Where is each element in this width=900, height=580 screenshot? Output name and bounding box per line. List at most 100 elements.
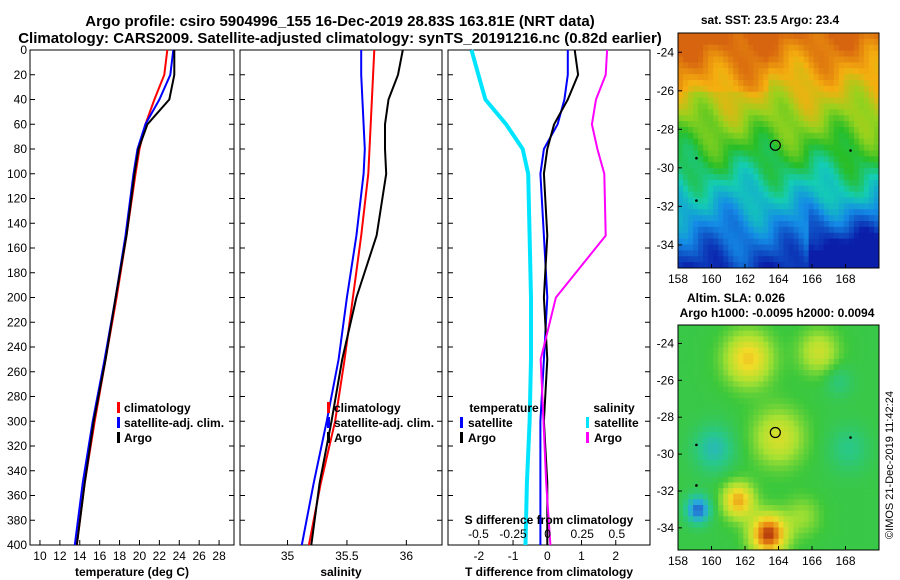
map-cell xyxy=(723,471,729,478)
map-cell xyxy=(823,179,830,187)
map-cell xyxy=(723,476,729,483)
map-cell xyxy=(703,144,709,151)
map-cell xyxy=(848,56,855,63)
map-cell xyxy=(683,179,689,187)
map-cell xyxy=(843,244,850,251)
map-cell xyxy=(778,144,784,151)
map-cell xyxy=(753,409,759,416)
map-cell xyxy=(683,488,689,495)
map-cell xyxy=(758,426,764,433)
legend-swatch xyxy=(460,432,463,443)
map-cell xyxy=(758,209,764,216)
map-cell xyxy=(793,150,800,157)
map-cell xyxy=(793,510,800,517)
map-cell xyxy=(753,330,759,337)
map-cell xyxy=(733,179,739,187)
map-cell xyxy=(743,244,749,251)
map-cell xyxy=(818,203,825,210)
map-cell xyxy=(843,493,850,500)
map-cell xyxy=(803,325,810,332)
map-cell xyxy=(758,375,764,382)
s-tick-label: -0.5 xyxy=(468,527,489,541)
map-cell xyxy=(678,381,684,388)
map-cell xyxy=(803,336,810,343)
map-cell xyxy=(808,341,815,348)
map-cell xyxy=(763,44,769,52)
map-cell xyxy=(773,174,779,181)
map-cell xyxy=(723,121,729,128)
map-cell xyxy=(873,454,880,461)
map-cell xyxy=(678,476,684,483)
map-cell xyxy=(823,381,830,388)
map-cell xyxy=(823,471,830,478)
map-cell xyxy=(833,109,840,116)
map-cell xyxy=(728,358,734,365)
map-cell xyxy=(873,341,880,348)
map-cell xyxy=(743,138,749,146)
map-cell xyxy=(748,85,754,93)
map-cell xyxy=(818,375,825,382)
map-cell xyxy=(788,398,794,405)
map-cell xyxy=(798,403,805,410)
map-cell xyxy=(723,109,729,116)
map-cell xyxy=(808,250,815,257)
map-cell xyxy=(803,381,810,388)
map-cell xyxy=(868,215,875,222)
map-cell xyxy=(803,358,810,365)
map-cell xyxy=(843,226,850,234)
map-cell xyxy=(843,80,850,87)
map-cell xyxy=(803,150,810,157)
map-cell xyxy=(843,488,850,495)
map-cell xyxy=(718,538,724,545)
map-cell xyxy=(828,150,835,157)
map-cell xyxy=(678,482,684,489)
map-cell xyxy=(763,156,769,163)
map-cell xyxy=(748,80,754,87)
map-cell xyxy=(783,521,789,528)
map-cell xyxy=(763,74,769,81)
map-cell xyxy=(753,256,759,263)
map-cell xyxy=(868,103,875,110)
map-cell xyxy=(778,221,784,228)
map-cell xyxy=(728,250,734,257)
map-cell xyxy=(788,203,794,210)
map-cell xyxy=(813,185,820,193)
map-cell xyxy=(803,115,810,122)
map-cell xyxy=(733,341,739,348)
map-cell xyxy=(813,443,820,450)
map-cell xyxy=(738,226,744,234)
map-cell xyxy=(828,156,835,163)
map-cell xyxy=(828,330,835,337)
map-cell xyxy=(733,38,739,46)
map-cell xyxy=(773,521,779,528)
map-cell xyxy=(843,544,850,551)
map-cell xyxy=(723,341,729,348)
map-cell xyxy=(818,209,825,216)
map-cell xyxy=(723,250,729,257)
map-cell xyxy=(843,262,850,269)
legend-swatch xyxy=(327,402,330,413)
map-cell xyxy=(738,398,744,405)
map-cell xyxy=(853,191,860,198)
map-cell xyxy=(718,238,724,245)
map-cell xyxy=(808,138,815,146)
map-cell xyxy=(863,488,870,495)
map-cell xyxy=(808,471,815,478)
map-cell xyxy=(713,538,719,545)
map-cell xyxy=(858,415,865,422)
map-cell xyxy=(718,499,724,506)
map-cell xyxy=(773,80,779,87)
map-cell xyxy=(743,431,749,438)
map-cell xyxy=(773,454,779,461)
map-cell xyxy=(833,132,840,140)
map-cell xyxy=(753,168,759,175)
map-cell xyxy=(783,420,789,427)
map-cell xyxy=(723,403,729,410)
map-cell xyxy=(853,174,860,181)
map-cell xyxy=(733,150,739,157)
map-cell xyxy=(733,50,739,57)
map-cell xyxy=(688,91,694,99)
map-cell xyxy=(838,527,845,534)
map-cell xyxy=(798,226,805,234)
map-cell xyxy=(808,437,815,444)
